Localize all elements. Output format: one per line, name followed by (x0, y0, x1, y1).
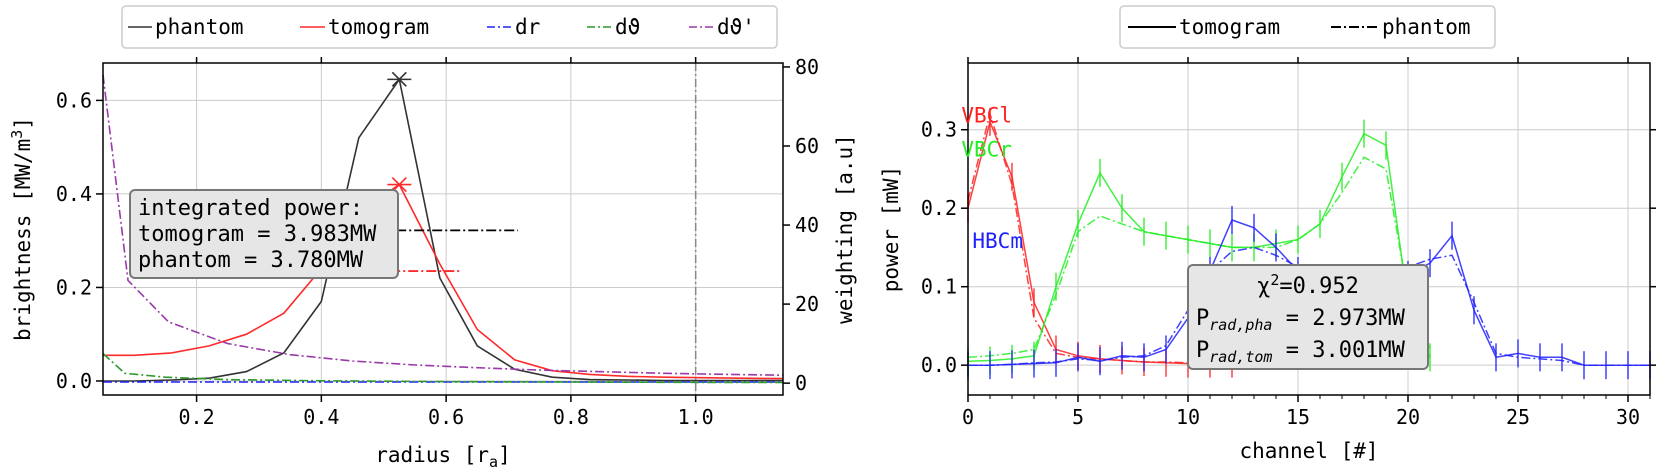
left-x-tick-label: 0.8 (553, 405, 589, 429)
left-series-phantom (103, 77, 783, 382)
camera-label-vbcr: VBCr (961, 137, 1012, 161)
right-legend: tomogram phantom (1119, 5, 1496, 49)
chi2-box-bg (1187, 264, 1429, 370)
left-series-dtheta-prime (102, 74, 784, 376)
right-x-tick-label: 25 (1506, 405, 1530, 429)
left-right-y-tick-label: 0 (795, 371, 807, 395)
integrated-power-box: integrated power: tomogram = 3.983MW pha… (129, 189, 399, 279)
right-x-tick-label: 30 (1616, 405, 1640, 429)
right-plot-frame (967, 62, 1651, 396)
camera-label-hbcm: HBCm (972, 229, 1023, 253)
legend-label-dtheta: dϑ (615, 15, 640, 39)
right-chart: 0 5 10 15 20 25 30 0.0 0.1 0.2 0.3 channel [#] po… (879, 5, 1656, 463)
legend-label-tomogram: tomogram (328, 15, 429, 39)
left-y-tick-label: 0.2 (56, 275, 92, 299)
right-x-tick-label: 5 (1072, 405, 1084, 429)
right-y-tick-label: 0.1 (921, 275, 957, 299)
legend-label-dtheta-prime: dϑ' (717, 15, 755, 39)
left-right-y-tick-label: 40 (795, 213, 819, 237)
left-right-y-axis-label: weighting [a.u] (833, 134, 857, 324)
left-right-y-tick-label: 20 (795, 292, 819, 316)
left-right-y-tick-label: 80 (795, 55, 819, 79)
right-x-axis-label: channel [#] (1239, 439, 1378, 463)
legend-label-right-tomogram: tomogram (1179, 15, 1280, 39)
left-series (102, 74, 784, 384)
right-x-tick-label: 15 (1286, 405, 1310, 429)
integrated-power-phantom: phantom = 3.780MW (138, 248, 364, 273)
p-rad-tomogram: Prad,tom = 3.001MW (1196, 338, 1406, 366)
right-y-tick-label: 0.3 (921, 118, 957, 142)
camera-label-vbcl: VBCl (961, 104, 1012, 128)
legend-label-right-phantom: phantom (1382, 15, 1471, 39)
left-x-axis-label: radius [ra] (375, 443, 510, 471)
left-x-tick-label: 0.2 (179, 405, 215, 429)
left-right-y-tick-label: 60 (795, 134, 819, 158)
right-x-ticks: 0 5 10 15 20 25 30 (962, 57, 1651, 429)
right-legend-frame (1119, 5, 1496, 49)
left-y-tick-label: 0.4 (56, 182, 92, 206)
right-y-ticks: 0.0 0.1 0.2 0.3 (921, 118, 1656, 377)
left-x-tick-label: 0.6 (428, 405, 464, 429)
legend-label-dr: dr (515, 15, 540, 39)
left-legend: phantom tomogram dr dϑ dϑ' (121, 5, 778, 49)
camera-labels: VBCl VBCr HBCm (961, 104, 1023, 254)
right-y-tick-label: 0.0 (921, 353, 957, 377)
right-x-tick-label: 20 (1396, 405, 1420, 429)
right-series-vbcr-tomogram (967, 132, 1431, 363)
left-series-tomogram (103, 183, 784, 380)
right-x-tick-label: 10 (1176, 405, 1200, 429)
left-y-ticks: 0.0 0.2 0.4 0.6 (56, 88, 103, 393)
left-right-y-ticks: 0 20 40 60 80 (783, 55, 819, 395)
left-y-tick-label: 0.0 (56, 369, 92, 393)
right-y-tick-label: 0.2 (921, 196, 957, 220)
right-y-axis-label: power [mW] (879, 166, 903, 292)
left-y-axis-label: brightness [MW/m3] (8, 117, 35, 341)
integrated-power-tomogram: tomogram = 3.983MW (138, 222, 377, 247)
right-x-tick-label: 0 (962, 405, 974, 429)
legend-label-phantom: phantom (155, 15, 244, 39)
integrated-power-title: integrated power: (138, 196, 363, 221)
left-y-tick-label: 0.6 (56, 88, 92, 112)
integrated-power-box-bg (129, 189, 399, 279)
left-x-ticks: 0.2 0.4 0.6 0.8 1.0 (179, 57, 714, 429)
left-chart: 0.2 0.4 0.6 0.8 1.0 0.0 0.2 0.4 0.6 0 20 40 60 80 r… (8, 5, 857, 471)
left-plot-frame (102, 62, 784, 396)
left-x-tick-label: 1.0 (678, 405, 714, 429)
left-x-tick-label: 0.4 (303, 405, 339, 429)
left-series-dtheta (102, 352, 783, 384)
chi2-box: χ2=0.952 Prad,pha = 2.973MW Prad,tom = 3… (1187, 264, 1429, 370)
p-rad-phantom: Prad,pha = 2.973MW (1196, 306, 1406, 334)
left-legend-frame (121, 5, 778, 49)
chi2-value: χ2=0.952 (1257, 271, 1359, 299)
